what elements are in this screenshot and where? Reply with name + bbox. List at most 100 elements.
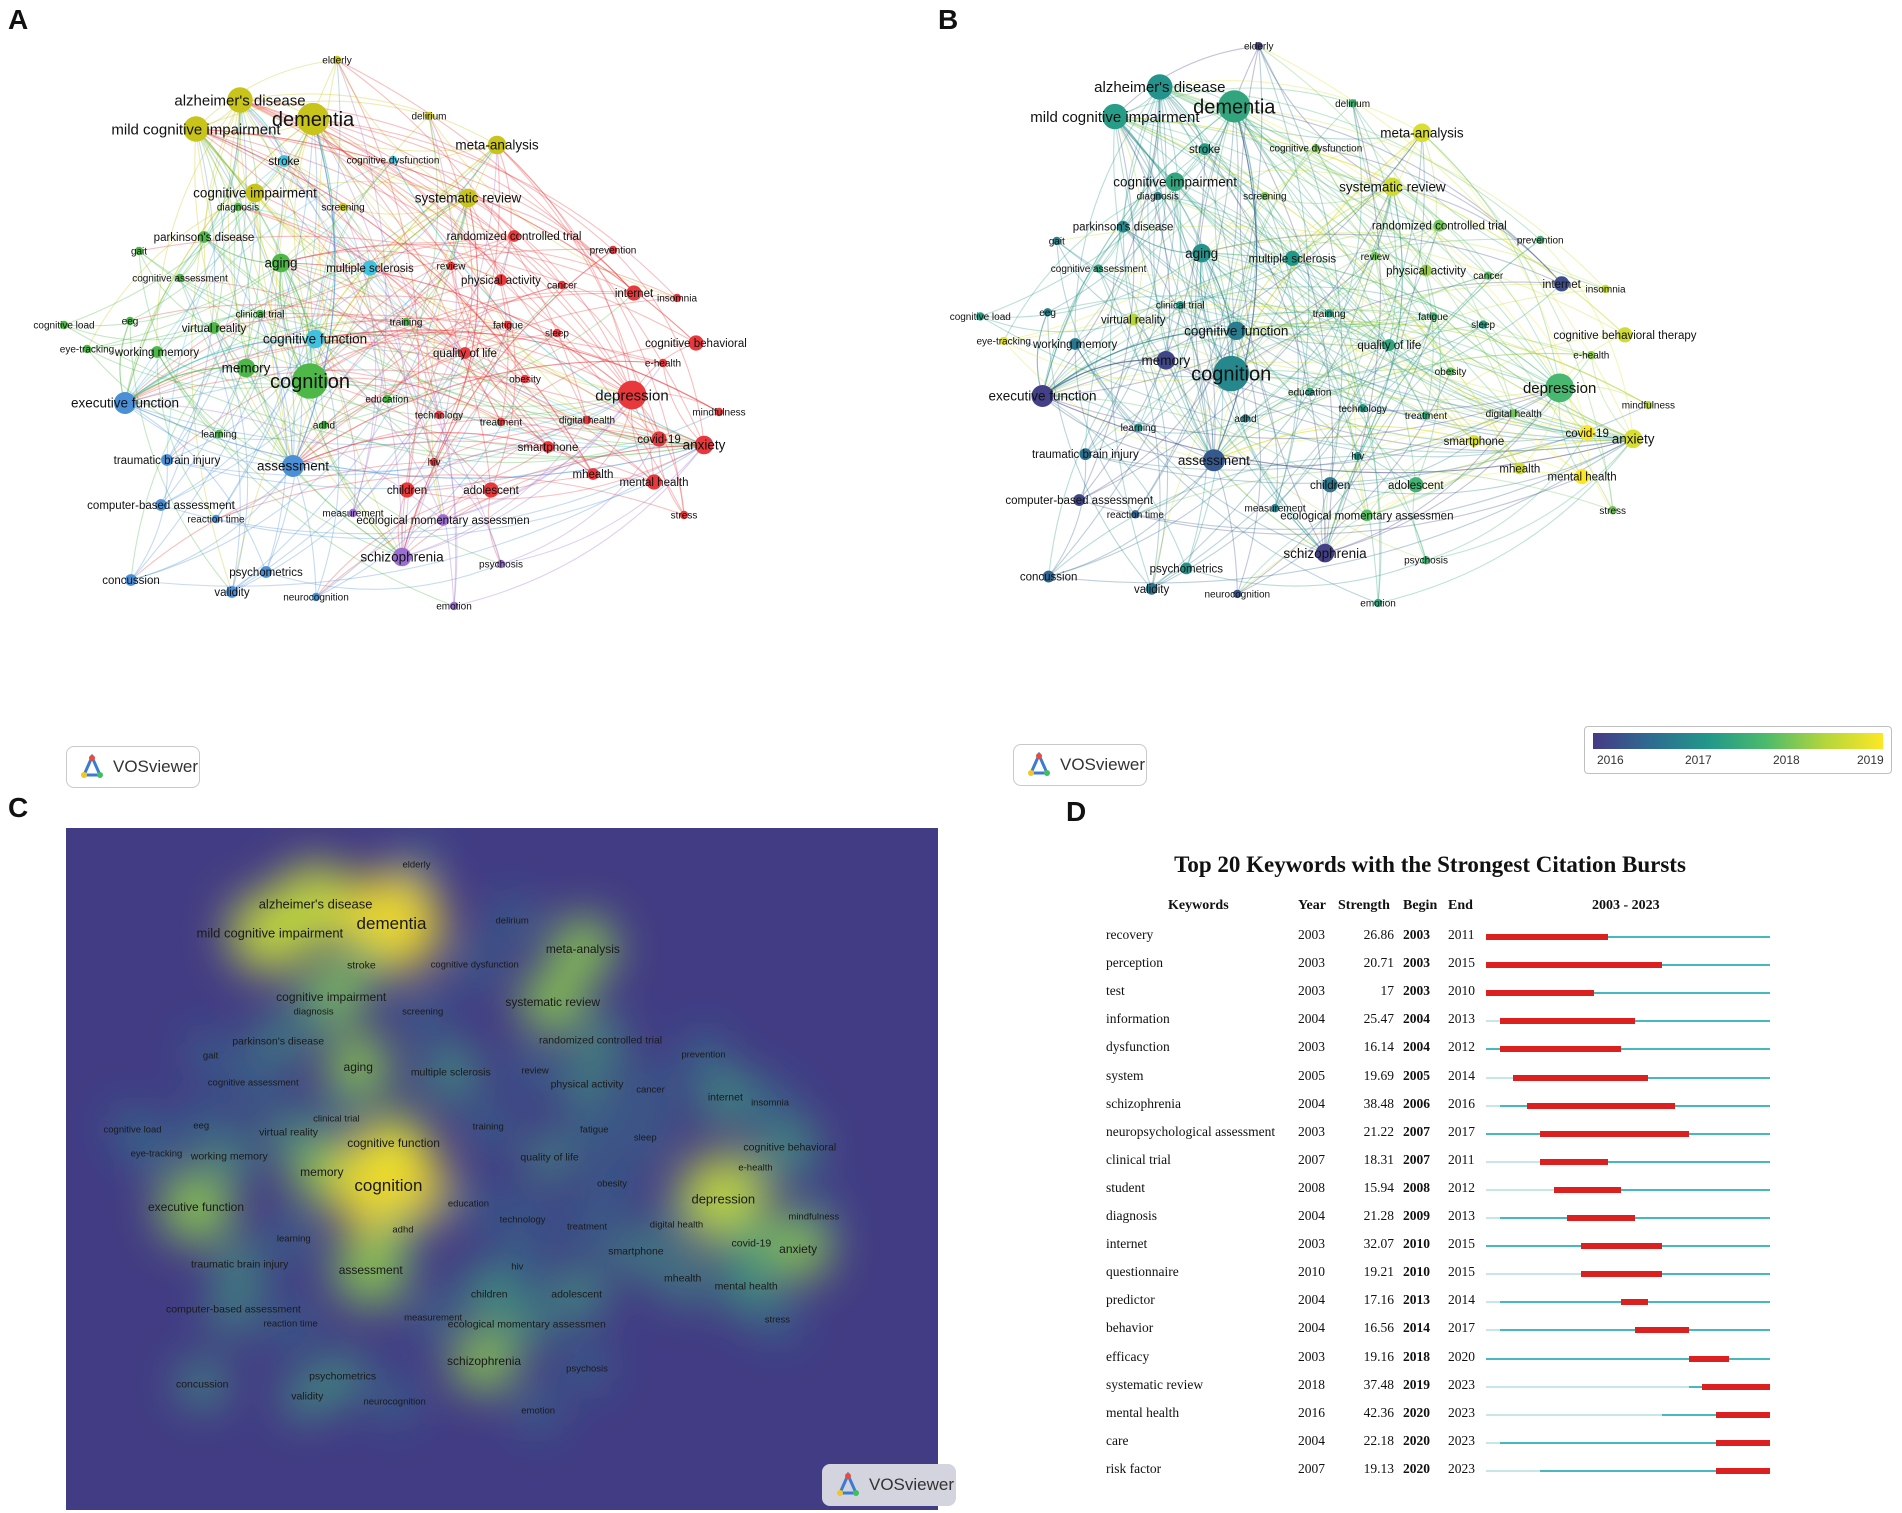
network-edge <box>312 118 660 440</box>
burst-bar <box>1526 1102 1676 1109</box>
network-edge <box>1233 106 1257 331</box>
network-edge <box>318 59 403 558</box>
network-edge <box>1388 344 1634 440</box>
network-edge <box>1056 240 1634 440</box>
node-label: mental health <box>619 477 688 489</box>
network-edge <box>1137 253 1203 428</box>
timeline-inactive <box>1486 1385 1689 1388</box>
network-edge <box>231 197 469 593</box>
network-node <box>260 566 272 578</box>
density-blob <box>503 1301 550 1347</box>
network-edge <box>386 284 563 400</box>
node-label: training <box>1313 309 1346 320</box>
node-label: mhealth <box>573 469 614 481</box>
network-node <box>1165 172 1185 192</box>
year-cell: 2005 <box>1298 1067 1325 1083</box>
network-node <box>1587 351 1596 360</box>
network-node <box>59 320 69 330</box>
network-node <box>1102 103 1128 130</box>
network-edge <box>1078 149 1206 501</box>
network-edge <box>1114 116 1326 554</box>
network-edge <box>980 315 1634 453</box>
node-label: cognitive function <box>263 332 367 347</box>
network-edge <box>280 262 549 448</box>
network-node <box>1198 143 1211 156</box>
network-edge <box>231 352 466 593</box>
year-cell: 2007 <box>1298 1460 1325 1476</box>
network-edge <box>237 206 594 475</box>
keyword-cell: internet <box>1106 1236 1148 1252</box>
network-edge <box>1190 106 1235 461</box>
density-blob <box>504 1200 542 1238</box>
network-edge <box>1213 106 1258 461</box>
network-edge <box>1201 132 1423 254</box>
strength-cell: 21.28 <box>1363 1208 1394 1223</box>
node-label: review <box>437 262 467 273</box>
node-label: fatigue <box>493 321 523 332</box>
timeline-inactive <box>1486 1469 1541 1472</box>
density-label: mindfulness <box>788 1211 839 1222</box>
network-edge <box>433 197 479 463</box>
network-edge <box>1201 252 1560 389</box>
density-blob <box>631 1070 669 1108</box>
network-edge <box>1245 368 1451 419</box>
network-edge <box>1233 106 1381 604</box>
density-label: ecological momentary assessmen <box>448 1319 606 1331</box>
network-edge <box>124 367 247 404</box>
node-label: smartphone <box>518 442 579 454</box>
network-edge <box>1201 252 1634 440</box>
node-label: working memory <box>1032 339 1118 351</box>
node-label: meta-analysis <box>455 138 539 153</box>
network-node <box>319 420 329 430</box>
network-edge <box>63 324 215 341</box>
density-label: neurocognition <box>363 1396 425 1407</box>
network-edge <box>280 144 498 264</box>
density-label: emotion <box>521 1405 555 1416</box>
year-cell: 2004 <box>1298 1011 1325 1027</box>
vosviewer-logo-icon <box>1028 752 1050 776</box>
network-edge <box>1324 239 1541 554</box>
network-edge <box>124 265 452 404</box>
density-blob <box>326 1035 391 1099</box>
network-edge <box>1586 432 1614 511</box>
timeline-inactive <box>1486 1104 1500 1107</box>
network-edge <box>1425 270 1592 356</box>
network-edge <box>1329 440 1474 486</box>
network-edge <box>1324 324 1484 554</box>
network-edge <box>323 284 563 426</box>
network-edge <box>1234 105 1515 414</box>
node-label: eye-tracking <box>60 345 114 356</box>
network-edge <box>1235 147 1317 331</box>
network-edge <box>561 284 660 440</box>
network-edge <box>1114 115 1489 277</box>
network-edge <box>314 338 705 448</box>
network-edge <box>1048 454 1087 577</box>
network-edge <box>292 118 336 467</box>
network-node <box>1153 191 1162 201</box>
network-edge <box>1114 116 1427 416</box>
network-edge <box>1084 315 1434 455</box>
density-label: cognitive dysfunction <box>431 959 519 970</box>
density-blob <box>568 1349 606 1387</box>
keyword-cell: test <box>1106 983 1125 999</box>
network-edge <box>1042 323 1592 397</box>
node-label: internet <box>1543 279 1582 291</box>
network-edge <box>265 262 303 573</box>
network-node <box>362 260 378 276</box>
keyword-cell: system <box>1106 1067 1144 1083</box>
density-blob <box>206 1133 253 1179</box>
timeline-active <box>1499 1217 1568 1219</box>
network-edge <box>1201 253 1417 486</box>
network-node <box>496 559 506 569</box>
density-blob <box>593 1164 631 1202</box>
density-blob <box>414 1298 452 1336</box>
network-edge <box>160 128 216 506</box>
network-edge <box>124 338 316 404</box>
network-node <box>1408 477 1424 493</box>
timeline-inactive <box>1486 1273 1581 1276</box>
network-node <box>503 320 513 330</box>
network-edge <box>195 128 251 369</box>
network-edge <box>280 262 633 396</box>
burst-bar <box>1499 1018 1635 1025</box>
